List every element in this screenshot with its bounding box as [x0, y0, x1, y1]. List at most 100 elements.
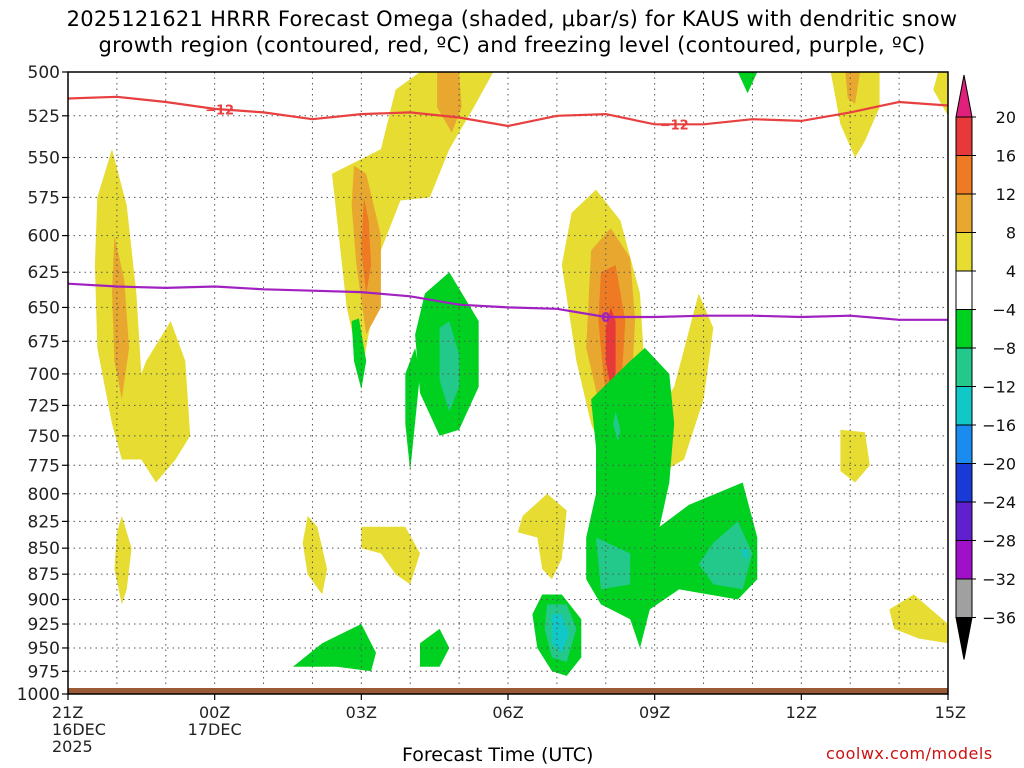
colorbar-label-8: 8 [1006, 224, 1016, 243]
title-line-1: 2025121621 HRRR Forecast Omega (shaded, … [66, 7, 958, 31]
colorbar-swatch-0 [955, 116, 973, 156]
omega-region-neg8-20 [439, 321, 460, 412]
y-tick-label-650: 650 [28, 298, 60, 318]
y-tick-label-925: 925 [28, 615, 60, 635]
y-tick-label-875: 875 [28, 565, 60, 585]
y-tick-label-725: 725 [28, 396, 60, 416]
colorbar-label-4: 4 [1006, 262, 1016, 281]
y-tick-label-600: 600 [28, 227, 60, 247]
omega-region-neg4-33 [292, 624, 376, 672]
colorbar-label--16: −16 [982, 416, 1016, 435]
colorbar-label--28: −28 [982, 532, 1016, 551]
colorbar-bottom-arrow [955, 617, 973, 660]
x-tick-label-12: 09Z [639, 703, 670, 722]
x-axis-title: Forecast Time (UTC) [402, 744, 594, 766]
colorbar-label--4: −4 [992, 301, 1016, 320]
omega-region-neg8-31 [698, 521, 753, 590]
y-tick-label-550: 550 [28, 149, 60, 169]
omega-region-pos4-10 [830, 72, 880, 158]
colorbar-swatch-12 [955, 578, 973, 618]
contour-lines-layer: −12 −12 0 [67, 95, 949, 326]
omega-region-pos12-4 [361, 197, 372, 294]
y-tick-label-800: 800 [28, 485, 60, 505]
y-tick-label-500: 500 [28, 63, 60, 83]
y-tick-label-825: 825 [28, 512, 60, 532]
omega-region-pos4-0 [94, 149, 191, 483]
colorbar-label--12: −12 [982, 378, 1016, 397]
y-tick-label-575: 575 [28, 188, 60, 208]
x-tick-label-18: 15Z [935, 703, 966, 722]
colorbar-label-16: 16 [996, 147, 1016, 166]
colorbar-label--8: −8 [992, 339, 1016, 358]
chart-title: 2025121621 HRRR Forecast Omega (shaded, … [0, 6, 1024, 58]
y-tick-label-775: 775 [28, 456, 60, 476]
y-tick-label-750: 750 [28, 427, 60, 447]
colorbar-label--24: −24 [982, 493, 1016, 512]
colorbar-top-arrow [955, 74, 973, 118]
y-tick-label-950: 950 [28, 639, 60, 659]
dgz-isotherm-line [67, 95, 949, 128]
colorbar-swatch-8 [955, 424, 973, 464]
colorbar-swatch-4 [955, 270, 973, 310]
y-tick-label-1000: 1000 [17, 685, 60, 705]
colorbar-swatch-2 [955, 193, 973, 233]
colorbar-label--20: −20 [982, 455, 1016, 474]
omega-region-pos4-13 [840, 429, 870, 483]
colorbar: 20 16 12 8 4 −4 −8 −12 −16 −20 −24 −28 −32 −36 [955, 74, 1016, 660]
omega-region-neg12-27 [552, 614, 570, 653]
omega-region-pos8-11 [845, 72, 860, 104]
dgz-label-left: −12 [205, 103, 234, 118]
freezing-label: 0 [601, 311, 610, 326]
colorbar-label-12: 12 [996, 185, 1016, 204]
x-tick-label-3: 00Z [199, 703, 230, 722]
omega-region-neg4-35 [737, 72, 758, 94]
omega-region-pos4-14 [517, 493, 567, 580]
x-tick-date-3: 17DEC [188, 720, 242, 739]
grid-layer [68, 72, 948, 694]
colorbar-swatch-7 [955, 386, 973, 426]
colorbar-swatch-5 [955, 309, 973, 349]
ground-strip [68, 688, 948, 694]
y-tick-label-850: 850 [28, 539, 60, 559]
omega-region-pos4-12 [933, 72, 948, 116]
omega-region-neg8-29 [613, 411, 621, 442]
y-tick-label-700: 700 [28, 365, 60, 385]
omega-region-pos4-16 [114, 515, 132, 605]
x-tick-label-6: 03Z [346, 703, 377, 722]
colorbar-swatch-1 [955, 155, 973, 195]
x-tick-label-9: 06Z [492, 703, 523, 722]
omega-region-pos4-15 [361, 526, 420, 585]
freezing-level-line [67, 282, 948, 321]
colorbar-swatch-10 [955, 501, 973, 541]
colorbar-label-20: 20 [996, 108, 1016, 127]
colorbar-label--36: −36 [982, 609, 1016, 628]
colorbar-swatch-9 [955, 463, 973, 503]
omega-region-neg8-30 [596, 537, 631, 590]
omega-region-neg12-32 [742, 548, 748, 559]
omega-region-pos4-18 [889, 594, 948, 644]
x-tick-label-15: 12Z [786, 703, 817, 722]
omega-region-neg4-34 [420, 628, 450, 667]
y-tick-label-625: 625 [28, 263, 60, 283]
x-tick-year-0: 2025 [52, 737, 93, 756]
y-tick-label-975: 975 [28, 662, 60, 682]
colorbar-swatch-11 [955, 540, 973, 580]
colorbar-swatch-6 [955, 347, 973, 387]
omega-region-pos8-1 [112, 235, 130, 400]
omega-region-pos16-9 [605, 307, 616, 387]
y-tick-label-525: 525 [28, 107, 60, 127]
site-credit[interactable]: coolwx.com/models [826, 744, 993, 763]
omega-region-neg4-24 [405, 347, 420, 471]
title-line-2: growth region (contoured, red, ºC) and f… [98, 33, 926, 57]
dgz-label-right: −12 [660, 118, 689, 133]
omega-region-neg4-23 [351, 318, 367, 390]
colorbar-swatch-3 [955, 232, 973, 272]
x-tick-date-0: 16DEC [52, 720, 106, 739]
colorbar-label--32: −32 [982, 570, 1016, 589]
y-tick-label-900: 900 [28, 590, 60, 610]
x-tick-label-0: 21Z [52, 703, 83, 722]
y-tick-label-675: 675 [28, 332, 60, 352]
y-axis: 500 525 550 575 600 625 650 675 700 725 750 775 800 8… [17, 63, 68, 705]
